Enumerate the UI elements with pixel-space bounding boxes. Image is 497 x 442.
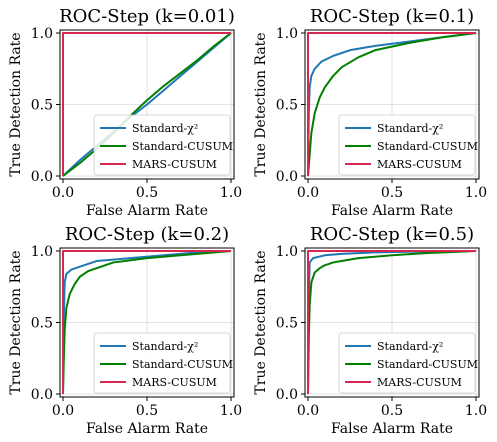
x-tick-label: 0.5 xyxy=(381,403,403,419)
legend-label-3: MARS-CUSUM xyxy=(132,158,217,171)
legend-label-1: Standard-χ² xyxy=(377,122,443,135)
series-line-2 xyxy=(62,32,232,177)
chart-panel-1: 0.0 0.5 1.0 0.0 0.5 1.0 ROC-Step (k=0.01) False… xyxy=(8,6,242,219)
x-tick-label: 0.0 xyxy=(52,185,74,201)
legend-box xyxy=(338,114,476,176)
legend-label-1: Standard-χ² xyxy=(132,122,198,135)
chart-panel-2: 0.0 0.5 1.0 0.0 0.5 1.0 ROC-Step (k=0.1) False … xyxy=(253,6,487,219)
series-line-1 xyxy=(62,32,232,177)
y-tick-label: 0.5 xyxy=(276,98,298,114)
chart-panel-3: 0.0 0.5 1.0 0.0 0.5 1.0 ROC-Step (k=0.2) False … xyxy=(8,224,242,437)
legend-label-3: MARS-CUSUM xyxy=(377,376,462,389)
series-line-3 xyxy=(307,250,476,394)
chart-title: ROC-Step (k=0.5) xyxy=(310,224,474,245)
y-axis-label: True Detection Rate xyxy=(253,250,269,394)
y-tick-label: 0.5 xyxy=(31,316,53,332)
x-tick-label: 1.0 xyxy=(465,403,487,419)
y-tick-label: 0.0 xyxy=(276,169,298,185)
legend-box xyxy=(338,332,476,394)
x-tick-label: 1.0 xyxy=(465,185,487,201)
chart-title: ROC-Step (k=0.1) xyxy=(310,6,474,27)
x-tick-label: 1.0 xyxy=(220,403,242,419)
y-tick-label: 0.0 xyxy=(31,387,53,403)
legend-label-1: Standard-χ² xyxy=(132,340,198,353)
legend-label-2: Standard-CUSUM xyxy=(377,140,478,153)
series-line-2 xyxy=(307,250,477,395)
x-tick-label: 0.5 xyxy=(136,185,158,201)
series-line-2 xyxy=(62,250,232,395)
legend-label-2: Standard-CUSUM xyxy=(132,140,233,153)
legend-label-2: Standard-CUSUM xyxy=(132,358,233,371)
legend-label-1: Standard-χ² xyxy=(377,340,443,353)
y-axis-label: True Detection Rate xyxy=(8,250,24,394)
legend-label-3: MARS-CUSUM xyxy=(132,376,217,389)
x-tick-label: 1.0 xyxy=(220,185,242,201)
y-tick-label: 1.0 xyxy=(276,26,298,42)
legend: Standard-χ² Standard-CUSUM MARS-CUSUM xyxy=(338,332,478,394)
y-axis-label: True Detection Rate xyxy=(8,32,24,176)
series-line-1 xyxy=(62,250,232,395)
y-tick-label: 0.5 xyxy=(276,316,298,332)
series-line-3 xyxy=(62,250,231,394)
legend-box xyxy=(93,114,231,176)
x-tick-label: 0.0 xyxy=(297,403,319,419)
series-line-2 xyxy=(307,32,477,177)
legend: Standard-χ² Standard-CUSUM MARS-CUSUM xyxy=(93,114,233,176)
x-axis-label: False Alarm Rate xyxy=(86,203,208,219)
legend-label-3: MARS-CUSUM xyxy=(377,158,462,171)
legend-label-2: Standard-CUSUM xyxy=(377,358,478,371)
chart-panel-4: 0.0 0.5 1.0 0.0 0.5 1.0 ROC-Step (k=0.5) False … xyxy=(253,224,487,437)
legend-box xyxy=(93,332,231,394)
legend: Standard-χ² Standard-CUSUM MARS-CUSUM xyxy=(338,114,478,176)
x-tick-label: 0.0 xyxy=(52,403,74,419)
y-tick-label: 1.0 xyxy=(31,244,53,260)
x-tick-label: 0.5 xyxy=(381,185,403,201)
chart-title: ROC-Step (k=0.01) xyxy=(59,6,235,27)
y-tick-label: 0.0 xyxy=(276,387,298,403)
x-axis-label: False Alarm Rate xyxy=(331,203,453,219)
y-tick-label: 1.0 xyxy=(276,244,298,260)
series-line-1 xyxy=(307,32,477,177)
legend: Standard-χ² Standard-CUSUM MARS-CUSUM xyxy=(93,332,233,394)
x-axis-label: False Alarm Rate xyxy=(331,421,453,437)
x-axis-label: False Alarm Rate xyxy=(86,421,208,437)
series-line-3 xyxy=(62,32,231,176)
x-tick-label: 0.0 xyxy=(297,185,319,201)
series-line-3 xyxy=(307,32,476,176)
chart-title: ROC-Step (k=0.2) xyxy=(65,224,229,245)
y-tick-label: 0.5 xyxy=(31,98,53,114)
x-tick-label: 0.5 xyxy=(136,403,158,419)
y-tick-label: 1.0 xyxy=(31,26,53,42)
y-tick-label: 0.0 xyxy=(31,169,53,185)
y-axis-label: True Detection Rate xyxy=(253,32,269,176)
